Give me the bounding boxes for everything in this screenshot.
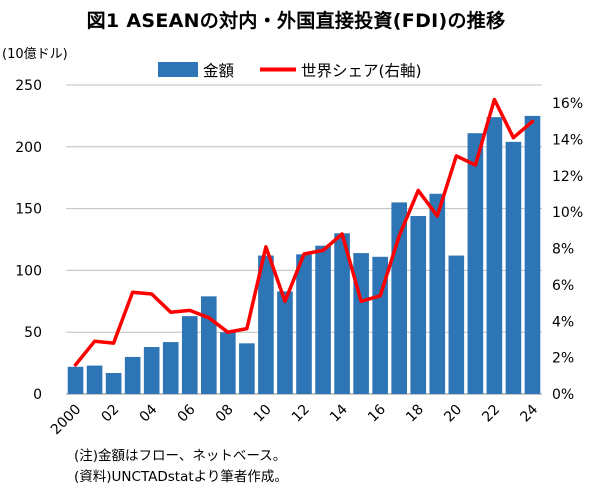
x-tick-label: 16 (365, 401, 389, 425)
bar (467, 133, 484, 395)
line-series (73, 97, 535, 367)
note-line-2: (資料)UNCTADstatより筆者作成。 (74, 469, 288, 485)
chart-legend: 金額 世界シェア(右軸) (158, 62, 422, 80)
x-tick-label: 18 (403, 402, 427, 426)
bar (124, 356, 141, 394)
y-right-tick-label: 4% (552, 314, 574, 330)
bar (239, 343, 255, 394)
bar (86, 365, 103, 394)
y-right-tick-label: 10% (552, 205, 583, 221)
bar (315, 245, 331, 394)
bar (372, 256, 388, 394)
share-line (73, 97, 535, 367)
y-axis-left: 0 50 100 150 200 250 (15, 78, 42, 403)
y-right-tick-label: 2% (552, 351, 574, 367)
y-right-tick-label: 16% (552, 96, 583, 112)
x-tick-label: 10 (251, 402, 275, 426)
bar (410, 216, 427, 394)
y-right-tick-label: 8% (552, 242, 574, 258)
y-left-tick-label: 50 (24, 325, 42, 341)
x-axis: 2000 02 04 06 08 10 12 14 16 18 20 22 24 (48, 401, 542, 438)
bar (200, 296, 217, 394)
x-tick-label: 22 (479, 402, 503, 426)
x-tick-label: 02 (99, 402, 123, 426)
bar (334, 233, 350, 394)
bar (505, 141, 522, 394)
y-left-tick-label: 200 (15, 140, 42, 156)
legend-bar-label: 金額 (203, 62, 234, 80)
bar (353, 253, 369, 394)
x-tick-label: 20 (441, 402, 465, 426)
x-tick-label: 12 (289, 402, 313, 426)
bar (143, 347, 160, 394)
y-left-tick-label: 100 (15, 263, 42, 279)
bar (486, 117, 503, 395)
y-left-tick-label: 150 (15, 202, 42, 218)
y-right-tick-label: 14% (552, 133, 583, 149)
bar (162, 342, 179, 394)
bar (220, 332, 236, 394)
note-line-1: (注)金額はフロー、ネットベース。 (74, 448, 287, 464)
y-right-tick-label: 6% (552, 278, 574, 294)
notes: (注)金額はフロー、ネットベース。 (資料)UNCTADstatより筆者作成。 (74, 446, 288, 488)
bar (296, 254, 312, 394)
bar (258, 255, 274, 394)
bar (67, 366, 84, 394)
y-left-tick-label: 250 (15, 78, 42, 94)
x-tick-label: 08 (213, 402, 237, 426)
x-tick-label: 24 (517, 401, 541, 425)
bar (181, 316, 198, 394)
y-axis-right: 0% 2% 4% 6% 8% 10% 12% 14% 16% (552, 96, 583, 403)
x-tick-label: 06 (175, 401, 199, 425)
y-left-tick-label: 0 (33, 387, 42, 403)
bar (448, 255, 465, 394)
bar (105, 372, 122, 394)
x-tick-label: 04 (137, 401, 161, 425)
chart-title: 図1 ASEANの対内・外国直接投資(FDI)の推移 (86, 10, 506, 32)
bar (277, 291, 293, 394)
x-tick-label: 14 (327, 401, 351, 425)
y-right-tick-label: 12% (552, 169, 583, 185)
y-left-unit-label: (10億ドル) (2, 46, 68, 62)
bar (524, 115, 541, 395)
legend-bar-swatch (158, 62, 198, 77)
bar (429, 193, 446, 394)
bar-series (67, 115, 541, 395)
bar (391, 202, 408, 394)
legend-line-label: 世界シェア(右軸) (301, 62, 422, 80)
x-tick-label: 2000 (48, 402, 85, 439)
y-right-tick-label: 0% (552, 387, 574, 403)
